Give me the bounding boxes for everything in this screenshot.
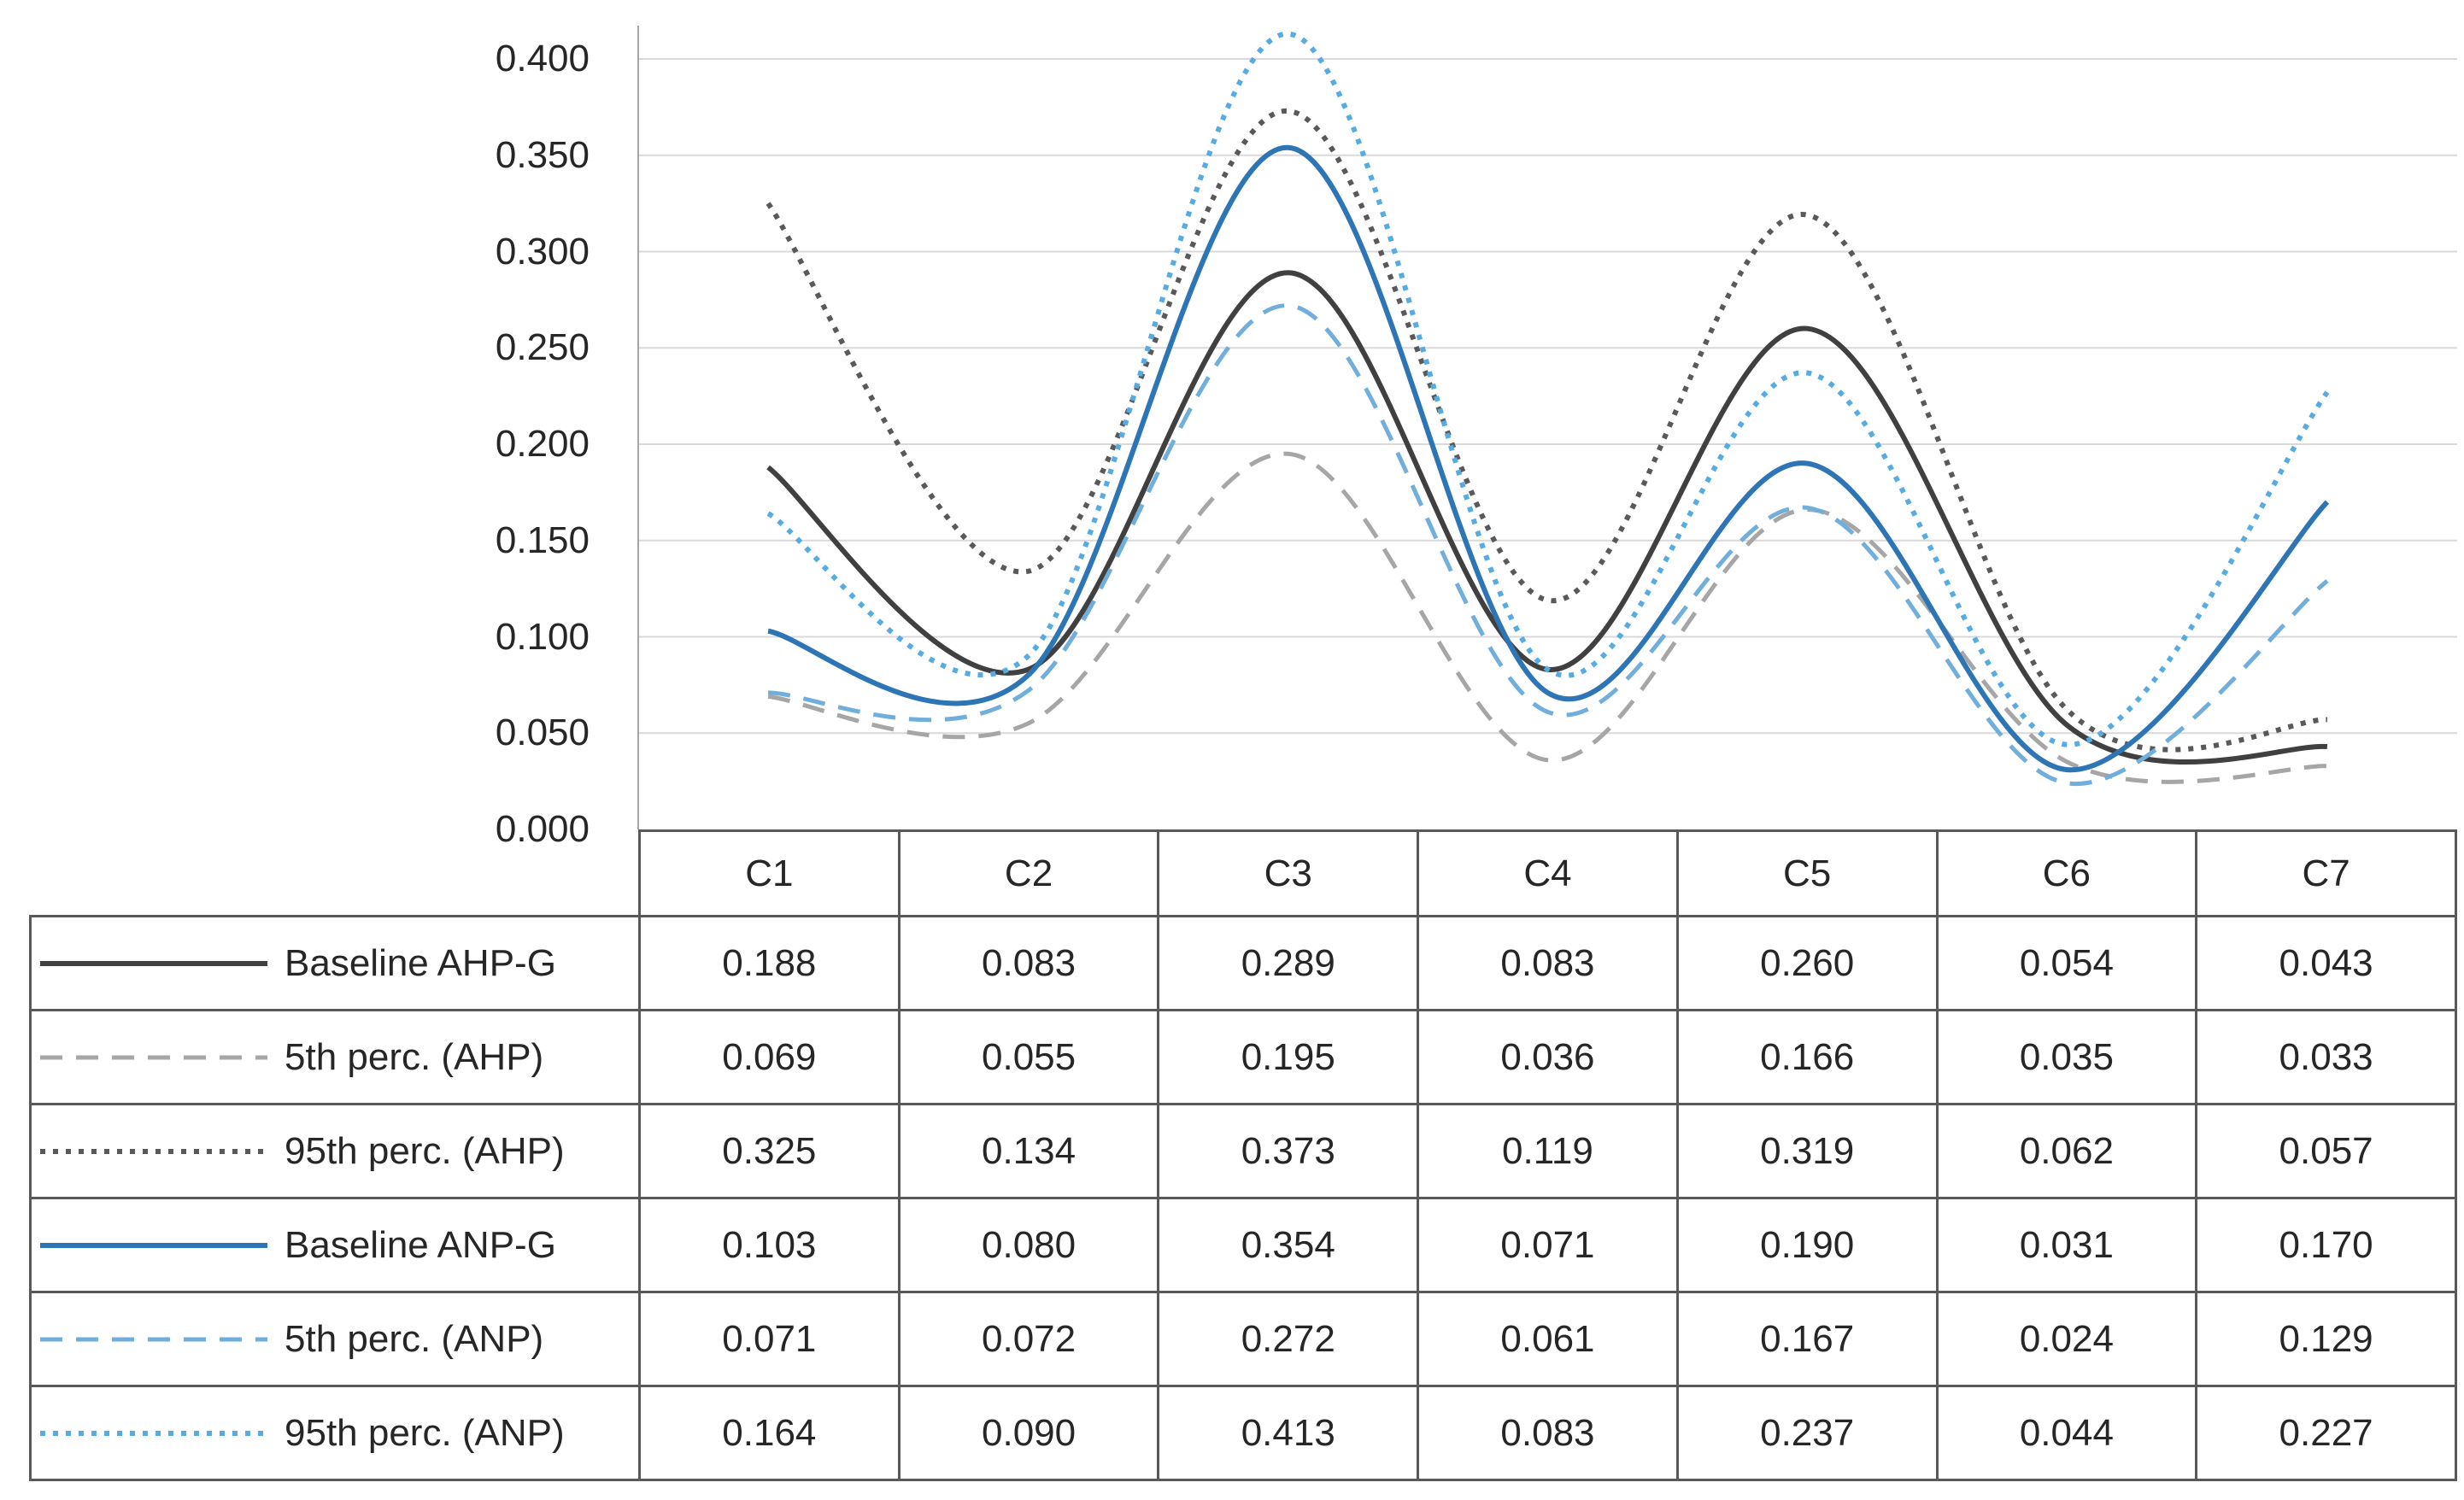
value-cell: 0.119 [1417, 1103, 1679, 1199]
legend-line-sample-icon [40, 1055, 267, 1059]
value-cell: 0.054 [1935, 915, 2198, 1011]
value-cell: 0.190 [1675, 1197, 1939, 1293]
y-tick-label: 0.050 [495, 712, 590, 754]
value-cell: 0.057 [2195, 1103, 2457, 1199]
value-cell: 0.164 [638, 1385, 901, 1481]
series-line-baseline-anp-g [767, 144, 2330, 773]
column-header-c4: C4 [1417, 829, 1679, 917]
series-line-95th-perc-ahp [766, 108, 2328, 753]
column-header-c2: C2 [897, 829, 1160, 917]
legend-cell-baseline-ahp-g: Baseline AHP-G [29, 915, 641, 1011]
value-cell: 0.227 [2195, 1385, 2457, 1481]
y-tick-label: 0.200 [495, 423, 590, 465]
legend-label: 95th perc. (ANP) [285, 1411, 565, 1454]
column-header-c6: C6 [1935, 829, 2198, 917]
value-cell: 0.035 [1935, 1009, 2198, 1105]
legend-line-sample-icon [40, 1430, 267, 1436]
value-cell: 0.043 [2195, 915, 2457, 1011]
value-cell: 0.260 [1675, 915, 1939, 1011]
y-tick-label: 0.000 [495, 808, 590, 850]
legend-cell-95th-perc-anp: 95th perc. (ANP) [29, 1385, 641, 1481]
legend-cell-95th-perc-ahp: 95th perc. (AHP) [29, 1103, 641, 1199]
y-tick-label: 0.400 [495, 38, 590, 79]
legend-key: 5th perc. (ANP) [33, 1317, 637, 1361]
value-cell: 0.083 [1417, 915, 1679, 1011]
value-cell: 0.170 [2195, 1197, 2457, 1293]
value-cell: 0.031 [1935, 1197, 2198, 1293]
value-cell: 0.090 [897, 1385, 1160, 1481]
value-cell: 0.036 [1417, 1009, 1679, 1105]
value-cell: 0.272 [1157, 1291, 1420, 1387]
value-cell: 0.167 [1675, 1291, 1939, 1387]
value-cell: 0.289 [1157, 915, 1420, 1011]
value-cell: 0.061 [1417, 1291, 1679, 1387]
value-cell: 0.071 [1417, 1197, 1679, 1293]
value-cell: 0.134 [897, 1103, 1160, 1199]
value-cell: 0.069 [638, 1009, 901, 1105]
legend-label: 5th perc. (AHP) [285, 1035, 544, 1078]
table-row-5th-perc-ahp: 5th perc. (AHP) 0.069 0.055 0.195 0.036 0.166… [29, 1009, 2457, 1105]
value-cell: 0.354 [1157, 1197, 1420, 1293]
value-cell: 0.319 [1675, 1103, 1939, 1199]
value-cell: 0.103 [638, 1197, 901, 1293]
y-tick-label: 0.150 [495, 519, 590, 561]
value-cell: 0.188 [638, 915, 901, 1011]
value-cell: 0.033 [2195, 1009, 2457, 1105]
column-header-c1: C1 [638, 829, 901, 917]
legend-cell-5th-perc-ahp: 5th perc. (AHP) [29, 1009, 641, 1105]
value-cell: 0.062 [1935, 1103, 2198, 1199]
legend-key: Baseline ANP-G [33, 1223, 637, 1267]
legend-key: 5th perc. (AHP) [33, 1035, 637, 1079]
legend-line-sample-icon [40, 960, 267, 966]
value-cell: 0.083 [1417, 1385, 1679, 1481]
value-cell: 0.080 [897, 1197, 1160, 1293]
value-cell: 0.044 [1935, 1385, 2198, 1481]
table-row-baseline-ahp-g: Baseline AHP-G 0.188 0.083 0.289 0.083 0.260 0… [29, 915, 2457, 1011]
value-cell: 0.055 [897, 1009, 1160, 1105]
value-cell: 0.071 [638, 1291, 901, 1387]
column-header-c3: C3 [1157, 829, 1420, 917]
series-line-5th-perc-ahp [767, 451, 2327, 784]
series-line-baseline-ahp-g [766, 270, 2328, 765]
table-row-baseline-anp-g: Baseline ANP-G 0.103 0.080 0.354 0.071 0.190 0… [29, 1197, 2457, 1293]
legend-key: 95th perc. (ANP) [33, 1411, 637, 1455]
table-row-95th-perc-ahp: 95th perc. (AHP) 0.325 0.134 0.373 0.119 0.31… [29, 1103, 2457, 1199]
table-row-95th-perc-anp: 95th perc. (ANP) 0.164 0.090 0.413 0.083 0.23… [29, 1385, 2457, 1481]
column-header-c5: C5 [1675, 829, 1939, 917]
value-cell: 0.237 [1675, 1385, 1939, 1481]
legend-label: 5th perc. (ANP) [285, 1317, 544, 1360]
value-cell: 0.072 [897, 1291, 1160, 1387]
y-tick-label: 0.100 [495, 615, 590, 658]
legend-label: 95th perc. (AHP) [285, 1129, 565, 1172]
value-cell: 0.024 [1935, 1291, 2198, 1387]
y-tick-label: 0.300 [495, 230, 590, 272]
table-corner-cell [31, 831, 640, 917]
legend-label: Baseline AHP-G [285, 941, 556, 984]
value-cell: 0.373 [1157, 1103, 1420, 1199]
series-line-5th-perc-anp [768, 303, 2329, 786]
value-cell: 0.166 [1675, 1009, 1939, 1105]
column-header-c7: C7 [2195, 829, 2457, 917]
series-line-95th-perc-anp [766, 31, 2330, 747]
legend-cell-5th-perc-anp: 5th perc. (ANP) [29, 1291, 641, 1387]
y-tick-label: 0.350 [495, 133, 590, 176]
value-cell: 0.129 [2195, 1291, 2457, 1387]
legend-label: Baseline ANP-G [285, 1223, 556, 1266]
data-table: C1 C2 C3 C4 C5 C6 C7 Baseline AHP-G 0.188 0.083 0.… [29, 829, 2457, 1481]
value-cell: 0.413 [1157, 1385, 1420, 1481]
value-cell: 0.325 [638, 1103, 901, 1199]
value-cell: 0.195 [1157, 1009, 1420, 1105]
legend-key: 95th perc. (AHP) [33, 1129, 637, 1173]
legend-line-sample-icon [40, 1337, 267, 1341]
legend-cell-baseline-anp-g: Baseline ANP-G [29, 1197, 641, 1293]
legend-line-sample-icon [40, 1242, 267, 1248]
value-cell: 0.083 [897, 915, 1160, 1011]
table-header-row: C1 C2 C3 C4 C5 C6 C7 [31, 829, 2457, 917]
legend-key: Baseline AHP-G [33, 941, 637, 985]
y-tick-label: 0.250 [495, 326, 590, 369]
table-row-5th-perc-anp: 5th perc. (ANP) 0.071 0.072 0.272 0.061 0.167… [29, 1291, 2457, 1387]
legend-line-sample-icon [40, 1148, 267, 1154]
